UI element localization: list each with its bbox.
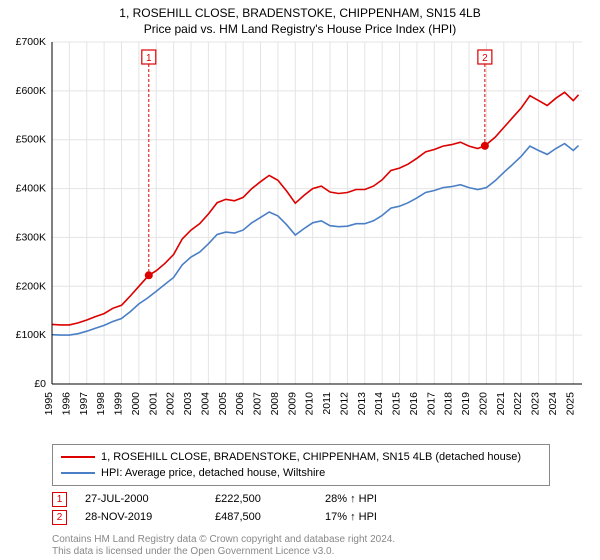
svg-text:2012: 2012 <box>338 392 350 416</box>
sale-row: 2 28-NOV-2019£487,50017% ↑ HPI <box>52 508 425 526</box>
svg-text:1998: 1998 <box>95 392 107 416</box>
sale-point-2 <box>481 142 489 150</box>
series-property <box>52 92 579 325</box>
title-subtitle: Price paid vs. HM Land Registry's House … <box>0 22 600 36</box>
footer-attribution: Contains HM Land Registry data © Crown c… <box>52 534 395 558</box>
svg-text:2015: 2015 <box>391 392 403 416</box>
sale-hpi: 28% ↑ HPI <box>325 493 425 505</box>
svg-text:2008: 2008 <box>269 392 281 416</box>
svg-text:2023: 2023 <box>530 392 542 416</box>
svg-text:1995: 1995 <box>43 392 55 416</box>
svg-text:2010: 2010 <box>304 392 316 416</box>
footer-line1: Contains HM Land Registry data © Crown c… <box>52 534 395 546</box>
svg-text:2002: 2002 <box>165 392 177 416</box>
sale-price: £487,500 <box>215 511 325 523</box>
svg-text:£100K: £100K <box>16 329 46 341</box>
legend-label: 1, ROSEHILL CLOSE, BRADENSTOKE, CHIPPENH… <box>101 451 521 463</box>
legend-swatch <box>61 472 95 474</box>
svg-text:2: 2 <box>482 53 488 64</box>
svg-text:£0: £0 <box>34 378 46 390</box>
svg-text:£400K: £400K <box>16 183 46 195</box>
svg-text:1: 1 <box>146 53 152 64</box>
svg-text:2007: 2007 <box>252 392 264 416</box>
svg-text:2016: 2016 <box>408 392 420 416</box>
svg-text:2004: 2004 <box>199 392 211 416</box>
legend-item: 1, ROSEHILL CLOSE, BRADENSTOKE, CHIPPENH… <box>61 449 541 465</box>
sale-row: 1 27-JUL-2000£222,50028% ↑ HPI <box>52 490 425 508</box>
sale-date: 27-JUL-2000 <box>85 493 215 505</box>
svg-text:2006: 2006 <box>234 392 246 416</box>
svg-text:2019: 2019 <box>460 392 472 416</box>
svg-text:£500K: £500K <box>16 134 46 146</box>
svg-text:2000: 2000 <box>130 392 142 416</box>
svg-text:2009: 2009 <box>286 392 298 416</box>
svg-text:2017: 2017 <box>425 392 437 416</box>
svg-text:1999: 1999 <box>113 392 125 416</box>
svg-text:2001: 2001 <box>147 392 159 416</box>
series-hpi <box>52 144 579 336</box>
sale-hpi: 17% ↑ HPI <box>325 511 425 523</box>
svg-text:£200K: £200K <box>16 280 46 292</box>
svg-text:£300K: £300K <box>16 231 46 243</box>
sale-date: 28-NOV-2019 <box>85 511 215 523</box>
svg-text:2003: 2003 <box>182 392 194 416</box>
title-address: 1, ROSEHILL CLOSE, BRADENSTOKE, CHIPPENH… <box>0 6 600 20</box>
sale-marker-box: 1 <box>52 492 67 507</box>
svg-text:2022: 2022 <box>512 392 524 416</box>
legend-swatch <box>61 456 95 458</box>
svg-text:2005: 2005 <box>217 392 229 416</box>
sale-point-1 <box>145 271 153 279</box>
footer-line2: This data is licensed under the Open Gov… <box>52 546 395 558</box>
title-block: 1, ROSEHILL CLOSE, BRADENSTOKE, CHIPPENH… <box>0 0 600 36</box>
sale-marker-box: 2 <box>52 510 67 525</box>
svg-text:2011: 2011 <box>321 392 333 415</box>
svg-text:£700K: £700K <box>16 36 46 48</box>
chart-area: £0 £100K £200K £300K £400K £500K £600K £700K 199… <box>0 36 600 436</box>
sales-table: 1 27-JUL-2000£222,50028% ↑ HPI 2 28-NOV-201… <box>52 490 425 526</box>
svg-text:1996: 1996 <box>60 392 72 416</box>
svg-text:2014: 2014 <box>373 392 385 416</box>
svg-text:2024: 2024 <box>547 392 559 416</box>
legend-label: HPI: Average price, detached house, Wilt… <box>101 467 325 479</box>
svg-text:2021: 2021 <box>495 392 507 416</box>
svg-text:£600K: £600K <box>16 85 46 97</box>
svg-text:2013: 2013 <box>356 392 368 416</box>
svg-text:2018: 2018 <box>443 392 455 416</box>
svg-text:2020: 2020 <box>477 392 489 416</box>
legend: 1, ROSEHILL CLOSE, BRADENSTOKE, CHIPPENH… <box>52 444 550 486</box>
svg-text:1997: 1997 <box>78 392 90 416</box>
legend-item: HPI: Average price, detached house, Wilt… <box>61 465 541 481</box>
line-chart: £0 £100K £200K £300K £400K £500K £600K £700K 199… <box>0 36 600 436</box>
sale-price: £222,500 <box>215 493 325 505</box>
svg-text:2025: 2025 <box>564 392 576 416</box>
